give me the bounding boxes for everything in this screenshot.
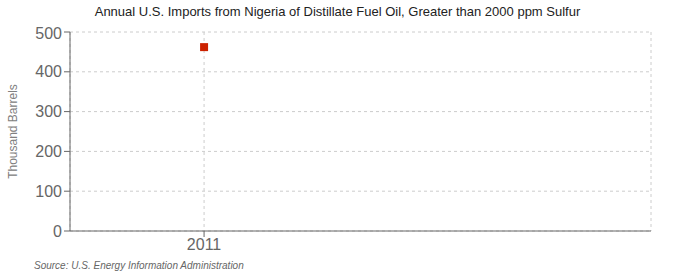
html-text:Annual U.S. Imports from Niger: Annual U.S. Imports from Nigeria of Dist… <box>94 4 581 19</box>
svg-text:200: 200 <box>35 143 62 160</box>
svg-text:2011: 2011 <box>187 236 222 253</box>
svg-text:100: 100 <box>35 183 62 200</box>
svg-text:0: 0 <box>53 223 62 240</box>
svg-text:400: 400 <box>35 63 62 80</box>
svg-text:500: 500 <box>35 25 62 42</box>
html-text:Source: U.S. Energy Informatio: Source: U.S. Energy Information Administ… <box>34 260 244 271</box>
svg-text:Thousand Barrels: Thousand Barrels <box>8 84 20 179</box>
svg-text:300: 300 <box>35 103 62 120</box>
